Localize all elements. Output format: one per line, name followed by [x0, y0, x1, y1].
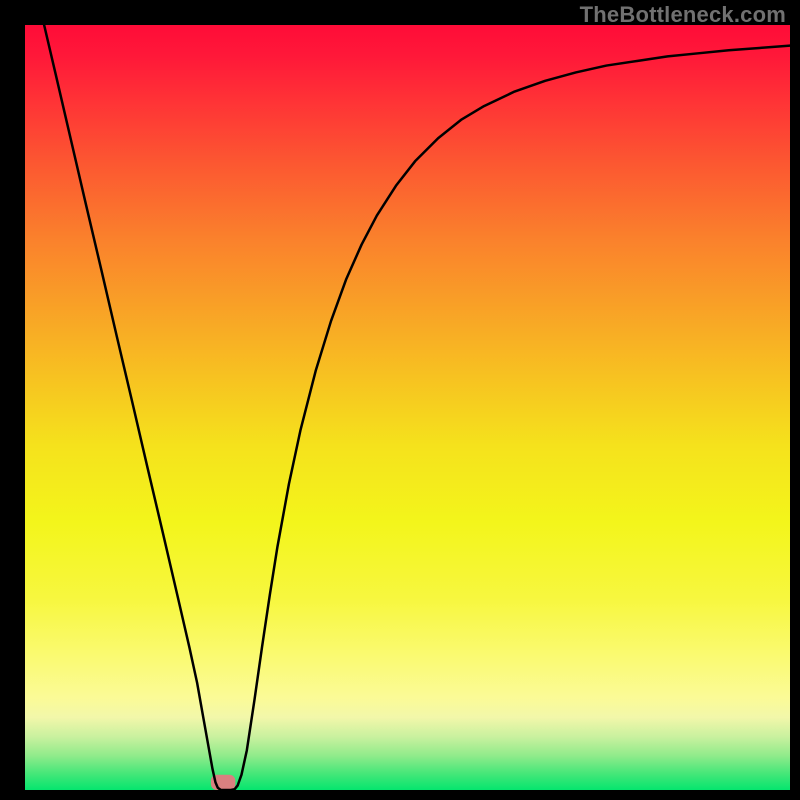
- chart-frame: TheBottleneck.com: [0, 0, 800, 800]
- plot-area: [25, 25, 790, 790]
- watermark-text: TheBottleneck.com: [580, 2, 786, 28]
- gradient-chart: [25, 25, 790, 790]
- gradient-background: [25, 25, 790, 790]
